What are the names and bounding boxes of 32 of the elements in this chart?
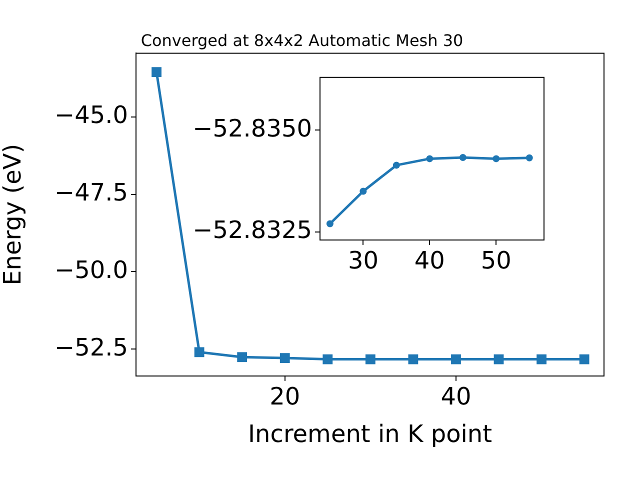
point (322, 354, 333, 364)
point (326, 220, 334, 228)
x-tick-label: 20 (270, 382, 300, 411)
point (451, 354, 461, 364)
y-tick-label: −52.5 (54, 333, 128, 362)
point (579, 354, 590, 364)
y-tick-label: −50.0 (54, 256, 128, 284)
point (492, 155, 500, 162)
point (237, 352, 248, 362)
point (408, 354, 418, 364)
point (459, 154, 466, 161)
chart-title: Converged at 8x4x2 Automatic Mesh 30 (140, 30, 464, 50)
x-tick-label: 40 (440, 382, 472, 411)
x-tick-label: 40 (414, 246, 445, 275)
x-tick-label: 50 (480, 246, 512, 275)
point (494, 354, 504, 364)
point (360, 188, 367, 195)
point (426, 155, 434, 162)
y-tick-label: −52.8325 (192, 216, 312, 244)
x-axis-title: Increment in K point (248, 420, 492, 448)
point (152, 67, 162, 78)
y-axis-title: Energy (eV) (0, 144, 27, 286)
x-tick-label: 30 (348, 246, 378, 275)
y-tick-label: −45.0 (54, 101, 128, 130)
point (536, 354, 546, 364)
point (526, 154, 533, 162)
y-tick-label: −47.5 (54, 178, 128, 207)
point (392, 162, 400, 169)
point (365, 354, 376, 364)
point (280, 353, 290, 363)
y-tick-label: −52.8350 (192, 114, 312, 142)
point (194, 347, 204, 358)
